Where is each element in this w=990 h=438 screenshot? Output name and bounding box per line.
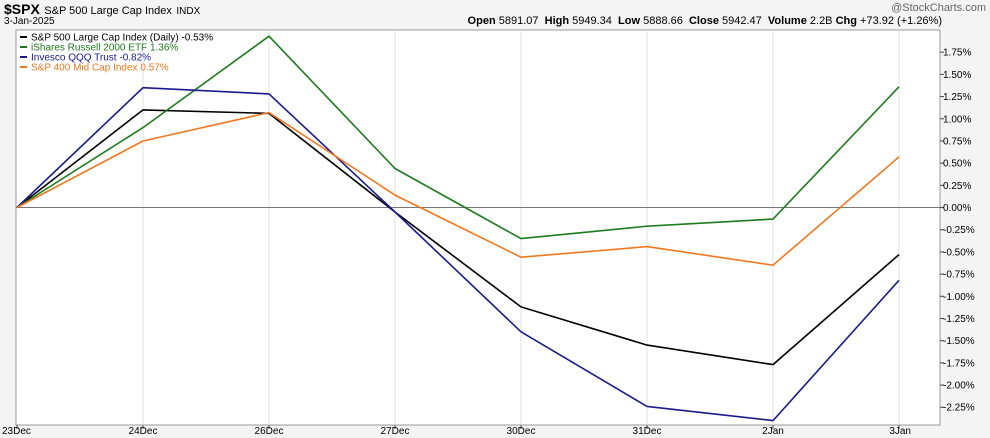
series-line xyxy=(16,86,900,422)
open-label: Open xyxy=(467,15,496,27)
ticker-symbol[interactable]: $SPX xyxy=(4,1,40,17)
x-tick-label: 27Dec xyxy=(381,426,410,437)
low-value: 5888.66 xyxy=(643,15,683,27)
series-line xyxy=(16,109,900,366)
plot-area[interactable] xyxy=(15,29,941,426)
chart-header: $SPX S&P 500 Large Cap Index INDX xyxy=(4,1,200,19)
series-line xyxy=(16,111,900,267)
x-tick-label: 3Jan xyxy=(889,426,911,437)
low-label: Low xyxy=(618,15,641,27)
close-value: 5942.47 xyxy=(722,15,762,27)
x-tick-label: 26Dec xyxy=(255,426,284,437)
y-axis: 1.75% 1.50% 1.25% 1.00% 0.75% 0.50% 0.25% 0.00%… xyxy=(940,48,975,414)
y-tick-label: -2.25% xyxy=(943,403,975,414)
open-value: 5891.07 xyxy=(498,15,539,27)
legend-entry: S&P 500 Large Cap Index (Daily) -0.53% xyxy=(31,33,213,44)
ohlc-readout: Open 5891.07 High 5949.34 Low 5888.66 Cl… xyxy=(468,15,942,27)
close-label: Close xyxy=(688,15,719,27)
legend-entry: S&P 400 Mid Cap Index 0.57% xyxy=(31,63,169,74)
y-tick-label: 0.25% xyxy=(943,181,971,192)
volume-value: 2.2B xyxy=(809,15,833,27)
change-value: +73.92 (+1.26%) xyxy=(860,15,942,27)
y-tick-label: -1.50% xyxy=(943,336,975,347)
volume-label: Volume xyxy=(767,15,807,27)
y-tick-label: -2.00% xyxy=(943,381,975,392)
y-tick-label: -0.50% xyxy=(943,247,975,258)
change-label: Chg xyxy=(835,15,857,27)
legend: S&P 500 Large Cap Index (Daily) -0.53%iS… xyxy=(20,33,213,74)
x-tick-label: 23Dec xyxy=(2,426,31,437)
exchange-label: INDX xyxy=(176,6,201,17)
series-lines xyxy=(16,35,900,422)
x-gridlines xyxy=(142,30,900,425)
y-tick-label: 1.75% xyxy=(943,48,971,59)
security-name: S&P 500 Large Cap Index xyxy=(44,5,172,17)
y-tick-label: 1.00% xyxy=(943,114,971,125)
high-value: 5949.34 xyxy=(572,15,612,27)
y-tick-label: -0.75% xyxy=(943,270,975,281)
x-axis: 23Dec 24Dec 26Dec 27Dec 30Dec 31Dec 2Jan 3Jan xyxy=(2,425,911,437)
legend-entry: Invesco QQQ Trust -0.82% xyxy=(31,53,151,64)
x-tick-label: 30Dec xyxy=(507,426,536,437)
y-tick-label: 0.00% xyxy=(943,203,971,214)
x-tick-label: 2Jan xyxy=(762,426,784,437)
series-line xyxy=(16,35,900,240)
y-tick-label: 0.75% xyxy=(943,136,971,147)
chart-date: 3-Jan-2025 xyxy=(4,16,55,27)
watermark[interactable]: @StockCharts.com xyxy=(891,2,986,14)
x-tick-label: 31Dec xyxy=(633,426,662,437)
high-label: High xyxy=(544,15,570,27)
y-tick-label: -1.75% xyxy=(943,358,975,369)
y-tick-label: -1.00% xyxy=(943,292,975,303)
legend-entry: iShares Russell 2000 ETF 1.36% xyxy=(31,43,178,54)
x-tick-label: 24Dec xyxy=(129,426,158,437)
y-tick-label: -1.25% xyxy=(943,314,975,325)
y-tick-label: 1.25% xyxy=(943,92,971,103)
y-tick-label: -0.25% xyxy=(943,225,975,236)
y-tick-label: 0.50% xyxy=(943,159,971,170)
y-tick-label: 1.50% xyxy=(943,70,971,81)
